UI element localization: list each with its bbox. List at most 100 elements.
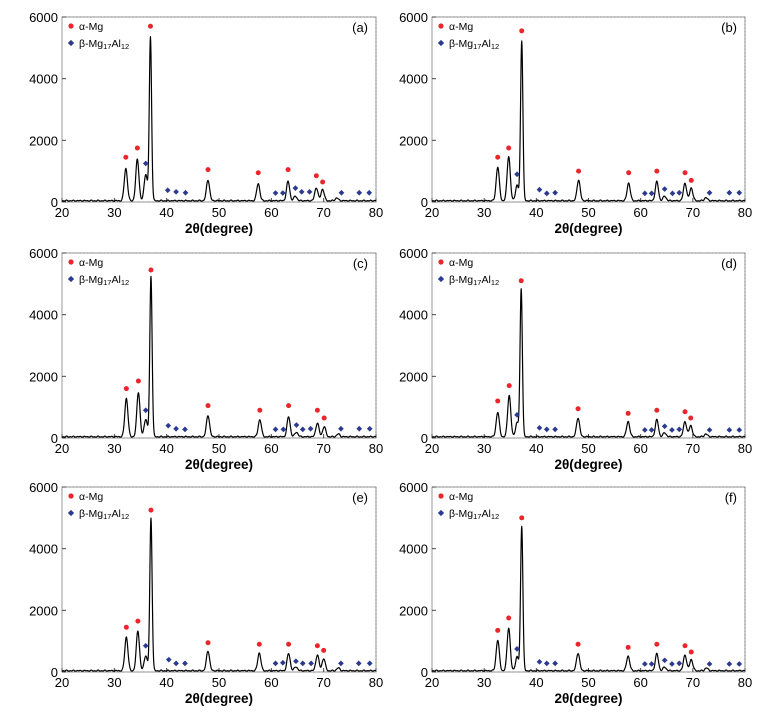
y-tick-label: 0	[51, 195, 58, 210]
panel-label: (b)	[721, 20, 737, 35]
alpha-mg-marker	[688, 177, 694, 183]
legend-beta-label-part: β-Mg	[79, 508, 103, 520]
beta-mg17al12-marker	[366, 425, 373, 432]
x-tick-label: 80	[738, 205, 752, 220]
legend-beta-label-part: 12	[491, 512, 499, 521]
beta-mg17al12-marker	[356, 189, 363, 196]
y-tick-label: 6000	[29, 480, 58, 495]
legend-alpha-marker	[438, 23, 444, 29]
y-tick-label: 2000	[29, 369, 58, 384]
beta-mg17al12-marker	[552, 189, 558, 196]
panel-label: (d)	[721, 256, 737, 271]
x-tick-label: 70	[316, 205, 330, 220]
alpha-mg-marker	[625, 410, 631, 416]
x-tick-label: 50	[212, 675, 226, 690]
y-tick-label: 2000	[399, 603, 428, 618]
diffraction-line	[431, 525, 746, 672]
y-tick-label: 0	[421, 195, 428, 210]
legend-beta-label-part: 17	[103, 512, 111, 521]
x-tick-label: 50	[212, 205, 226, 220]
alpha-mg-marker	[313, 173, 319, 179]
x-tick-label: 20	[425, 675, 439, 690]
legend-beta-label-part: 17	[103, 42, 111, 51]
beta-mg17al12-marker	[292, 185, 299, 191]
x-tick-label: 60	[633, 675, 647, 690]
alpha-mg-marker	[575, 641, 581, 647]
alpha-mg-marker	[682, 170, 688, 176]
alpha-mg-marker	[506, 383, 512, 389]
y-tick-label: 2000	[399, 133, 428, 148]
beta-mg17al12-marker	[669, 661, 675, 667]
beta-mg17al12-marker	[338, 425, 344, 432]
x-tick-label: 50	[581, 675, 595, 690]
y-tick-label: 4000	[399, 72, 428, 87]
diffraction-line	[61, 517, 377, 672]
alpha-mg-marker	[495, 398, 501, 404]
x-tick-label: 80	[738, 675, 752, 690]
x-tick-label: 50	[581, 441, 595, 456]
beta-mg17al12-marker	[536, 424, 543, 431]
beta-mg17al12-marker	[142, 407, 149, 414]
legend-beta-marker	[437, 275, 445, 283]
legend-beta-label-part: Al	[111, 38, 120, 50]
legend-alpha-label: α-Mg	[79, 21, 103, 33]
x-axis-title: 2θ(degree)	[554, 457, 622, 472]
beta-mg17al12-marker	[173, 660, 179, 667]
xrd-panel-3: 20 30 40 50 60 70 80 0 2000 4000 6000 2θ(degree) (c)…	[29, 246, 383, 472]
legend-beta-label: β-Mg17Al12	[449, 274, 499, 287]
legend-beta-label: β-Mg17Al12	[79, 508, 129, 521]
alpha-mg-marker	[205, 640, 211, 646]
y-tick-label: 0	[51, 665, 58, 680]
beta-mg17al12-marker	[308, 660, 314, 667]
legend-beta-label-part: Al	[481, 274, 490, 286]
x-tick-label: 20	[55, 675, 69, 690]
alpha-mg-marker	[123, 386, 129, 392]
legend-beta-label-part: 17	[103, 278, 111, 287]
alpha-mg-marker	[654, 168, 660, 174]
y-tick-label: 2000	[29, 133, 58, 148]
beta-mg17al12-marker	[648, 661, 655, 667]
legend-beta-label-part: 17	[473, 278, 481, 287]
y-tick-label: 4000	[29, 72, 58, 87]
alpha-mg-marker	[286, 403, 292, 409]
beta-mg17al12-marker	[142, 642, 149, 649]
beta-mg17al12-marker	[165, 422, 172, 429]
diffraction-line	[431, 40, 746, 202]
beta-mg17al12-marker	[165, 656, 172, 663]
alpha-mg-marker	[576, 168, 582, 174]
x-axis-title: 2θ(degree)	[554, 691, 622, 706]
y-tick-label: 6000	[29, 10, 58, 25]
diffraction-line	[61, 36, 377, 202]
x-tick-label: 60	[264, 675, 278, 690]
legend-beta-label-part: 17	[473, 512, 481, 521]
alpha-mg-marker	[654, 641, 660, 647]
y-tick-label: 4000	[399, 542, 428, 557]
alpha-mg-marker	[495, 154, 501, 160]
x-tick-label: 80	[369, 205, 383, 220]
beta-mg17al12-marker	[272, 660, 279, 667]
y-tick-label: 0	[421, 665, 428, 680]
y-tick-label: 4000	[29, 308, 58, 323]
x-tick-label: 50	[581, 205, 595, 220]
beta-mg17al12-marker	[706, 189, 713, 196]
beta-mg17al12-marker	[661, 657, 668, 664]
diffraction-line	[431, 288, 746, 438]
beta-mg17al12-marker	[272, 426, 279, 433]
beta-mg17al12-marker	[298, 188, 305, 195]
xrd-panel-2: 20 30 40 50 60 70 80 0 2000 4000 6000 2θ(degree) (b)…	[399, 10, 752, 236]
beta-mg17al12-marker	[543, 190, 550, 197]
x-tick-label: 60	[264, 441, 278, 456]
beta-mg17al12-marker	[293, 422, 300, 428]
x-tick-label: 70	[686, 205, 700, 220]
legend-beta-label-part: 12	[491, 42, 499, 51]
alpha-mg-marker	[205, 167, 211, 173]
beta-mg17al12-marker	[366, 189, 373, 196]
alpha-mg-marker	[519, 515, 525, 521]
x-tick-label: 80	[369, 441, 383, 456]
alpha-mg-marker	[682, 409, 688, 415]
x-tick-label: 30	[477, 205, 491, 220]
beta-mg17al12-marker	[514, 171, 520, 178]
alpha-mg-marker	[626, 170, 632, 176]
beta-mg17al12-marker	[182, 660, 188, 667]
beta-mg17al12-marker	[299, 660, 306, 667]
